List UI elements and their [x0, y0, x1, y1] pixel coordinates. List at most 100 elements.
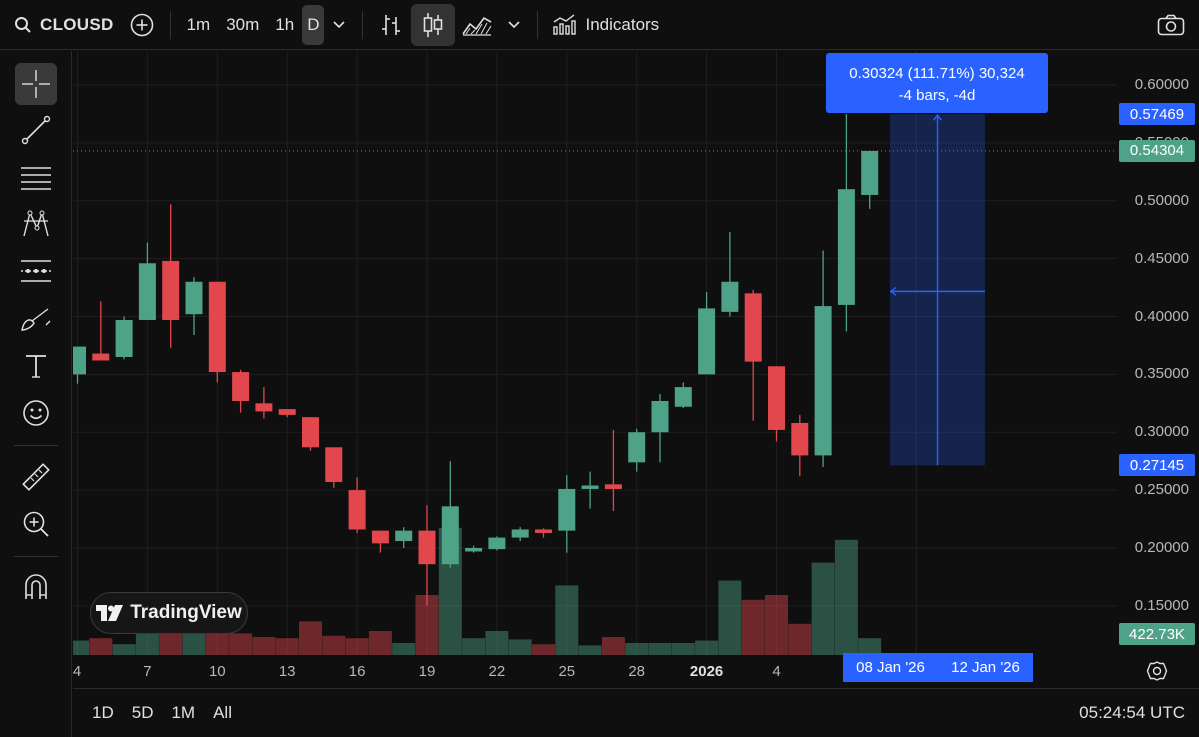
- interval-1m[interactable]: 1m: [186, 14, 211, 34]
- candle-body: [185, 281, 203, 315]
- candle-body: [441, 506, 459, 565]
- smiley-icon: [23, 400, 49, 426]
- candle-body: [92, 353, 110, 361]
- volume-bar: [788, 623, 812, 655]
- search-icon: [15, 16, 31, 33]
- volume-bar: [858, 638, 882, 655]
- projection-tool[interactable]: [15, 250, 57, 292]
- chart-settings-button[interactable]: [1143, 658, 1171, 684]
- candle-body: [488, 537, 506, 550]
- measure-change-text: 0.30324 (111.71%) 30,324: [849, 65, 1025, 82]
- text-tool[interactable]: [15, 345, 57, 387]
- text-icon: [26, 355, 46, 378]
- symbol-search[interactable]: CLOUSD: [0, 7, 122, 43]
- chart-pane[interactable]: TradingView: [73, 51, 1117, 687]
- volume-bar: [485, 631, 509, 655]
- candle-body: [278, 409, 296, 415]
- volume-bar: [73, 640, 89, 655]
- price-tick-label: 0.45000: [1134, 249, 1189, 267]
- zoom-in-tool[interactable]: [15, 503, 57, 545]
- chevron-down-icon: [333, 20, 346, 28]
- candle-body: [674, 387, 692, 407]
- interval-d[interactable]: D: [302, 4, 325, 45]
- candles-style-button[interactable]: [411, 3, 456, 46]
- volume-bar: [508, 639, 532, 655]
- price-tick-label: 0.20000: [1134, 539, 1189, 556]
- volume-bar: [415, 595, 439, 655]
- screenshot-button[interactable]: [1153, 7, 1189, 43]
- volume-bar: [555, 585, 579, 655]
- measure-date-to: 12 Jan '26: [951, 659, 1020, 676]
- volume-tag: 422.73K: [1119, 623, 1195, 645]
- volume-bar: [601, 637, 625, 655]
- trend-line-tool[interactable]: [15, 109, 57, 151]
- area-style-button[interactable]: [455, 7, 499, 43]
- range-all[interactable]: All: [213, 703, 232, 722]
- candle-body: [465, 548, 483, 552]
- candle-body: [837, 189, 855, 305]
- pattern-tool[interactable]: [15, 203, 57, 245]
- magnet-icon: [25, 574, 47, 599]
- crosshair-tool[interactable]: [15, 63, 57, 105]
- candle-body: [302, 417, 319, 448]
- bottom-bar: 1D 5D 1M All 05:24:54 UTC: [73, 688, 1199, 737]
- price-chart: [73, 51, 1117, 655]
- candle-body: [511, 529, 529, 538]
- interval-dropdown[interactable]: [324, 7, 354, 43]
- price-axis[interactable]: 0.600000.550000.500000.450000.400000.350…: [1117, 51, 1199, 655]
- plus-circle-icon: [130, 13, 153, 36]
- toolbar-divider: [537, 10, 539, 39]
- interval-1h[interactable]: 1h: [275, 14, 295, 34]
- candlestick-icon: [424, 12, 443, 37]
- toolbar-divider: [169, 10, 171, 39]
- time-tick-label: 19: [418, 663, 436, 680]
- price-tick-label: 0.15000: [1134, 596, 1189, 614]
- brush-tool[interactable]: [15, 298, 57, 340]
- price-tick-label: 0.30000: [1134, 423, 1189, 441]
- fib-tool[interactable]: [15, 157, 57, 199]
- candle-body: [138, 263, 156, 320]
- emoji-tool[interactable]: [15, 392, 57, 434]
- volume-bar: [299, 621, 322, 655]
- time-tick-label: 2026: [689, 663, 724, 680]
- compare-button[interactable]: [122, 7, 162, 43]
- volume-bar: [532, 644, 555, 655]
- horizontal-lines-icon: [21, 167, 51, 190]
- drawing-toolbar: [0, 51, 72, 737]
- range-1d[interactable]: 1D: [92, 703, 114, 722]
- volume-bar: [462, 638, 486, 655]
- range-5d[interactable]: 5D: [131, 703, 154, 722]
- measure-tool[interactable]: [15, 456, 57, 498]
- symbol-label: CLOUSD: [40, 14, 114, 34]
- candle-body: [698, 308, 716, 375]
- candle-body: [604, 484, 622, 489]
- volume-bar: [368, 631, 392, 655]
- pattern-icon: [23, 210, 49, 237]
- bar-chart-style-icon: [382, 14, 401, 35]
- trend-line-icon: [21, 115, 51, 145]
- candle-body: [721, 281, 739, 312]
- interval-30m[interactable]: 30m: [226, 14, 260, 34]
- zoom-in-icon: [23, 511, 49, 537]
- ruler-icon: [22, 463, 50, 491]
- volume-bar: [112, 644, 136, 655]
- tradingview-logo-icon: [96, 605, 124, 621]
- volume-bar: [834, 539, 858, 655]
- volume-bar: [345, 638, 369, 655]
- chart-style-dropdown[interactable]: [499, 7, 529, 43]
- indicators-button[interactable]: Indicators: [546, 7, 665, 43]
- gear-icon: [1146, 661, 1168, 681]
- candle-body: [73, 346, 86, 375]
- measure-bars-text: -4 bars, -4d: [898, 87, 976, 104]
- tradingview-logo-text: TradingView: [130, 602, 242, 623]
- top-toolbar: CLOUSD 1m 30m 1h D Indicators: [0, 0, 1199, 50]
- tradingview-logo[interactable]: TradingView: [90, 592, 248, 634]
- price-tick-label: 0.50000: [1134, 191, 1189, 209]
- volume-bar: [718, 580, 742, 655]
- candle-body: [325, 447, 343, 483]
- range-1m[interactable]: 1M: [171, 703, 196, 722]
- camera-icon: [1157, 14, 1185, 35]
- magnet-tool[interactable]: [15, 566, 57, 608]
- utc-clock[interactable]: 05:24:54 UTC: [1079, 703, 1185, 722]
- bars-style-button[interactable]: [371, 7, 411, 43]
